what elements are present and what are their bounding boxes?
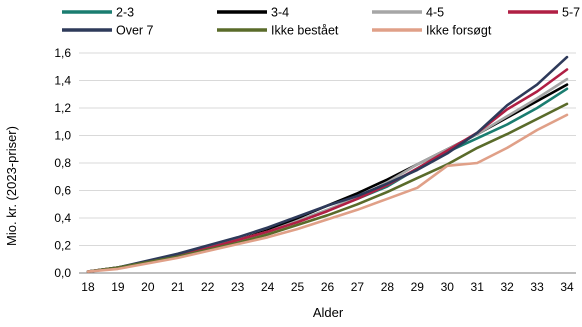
legend-label: Over 7 — [116, 24, 154, 38]
y-axis-ticks: 0,0 0,2 0,4 0,6 0,8 1,0 1,2 1,4 1,6 — [54, 46, 71, 280]
x-tick-label: 33 — [530, 280, 544, 294]
legend: 2-3 3-4 4-5 5-7 Over 7 Ikke bestået Ikke forsø… — [62, 6, 580, 38]
series-line-1 — [86, 83, 569, 273]
y-tick-label: 0,0 — [54, 266, 71, 280]
legend-label: Ikke forsøgt — [426, 24, 492, 38]
series-line-3 — [86, 68, 569, 273]
y-tick-label: 0,4 — [54, 211, 71, 225]
legend-label: 4-5 — [426, 6, 444, 20]
x-tick-label: 20 — [141, 280, 155, 294]
legend-label: 2-3 — [116, 6, 134, 20]
series-line-5 — [86, 102, 569, 273]
x-tick-label: 24 — [261, 280, 275, 294]
x-tick-label: 28 — [381, 280, 395, 294]
legend-label: Ikke bestået — [271, 24, 339, 38]
x-tick-label: 19 — [111, 280, 125, 294]
y-tick-label: 0,6 — [54, 184, 71, 198]
x-tick-label: 22 — [201, 280, 215, 294]
y-tick-label: 0,2 — [54, 239, 71, 253]
legend-label: 5-7 — [562, 6, 580, 20]
x-tick-label: 25 — [291, 280, 305, 294]
legend-label: 3-4 — [271, 6, 289, 20]
x-tick-label: 34 — [560, 280, 574, 294]
gridlines — [79, 52, 576, 274]
x-axis-label: Alder — [313, 305, 344, 320]
x-tick-label: 30 — [441, 280, 455, 294]
x-tick-label: 32 — [500, 280, 514, 294]
x-tick-label: 26 — [321, 280, 335, 294]
x-tick-label: 18 — [81, 280, 95, 294]
x-tick-label: 21 — [171, 280, 185, 294]
y-tick-label: 1,0 — [54, 129, 71, 143]
x-tick-label: 31 — [471, 280, 485, 294]
x-tick-label: 29 — [411, 280, 425, 294]
y-tick-label: 0,8 — [54, 156, 71, 170]
series-lines — [86, 55, 569, 273]
x-tick-label: 27 — [351, 280, 365, 294]
y-tick-label: 1,6 — [54, 46, 71, 60]
x-tick-label: 23 — [231, 280, 245, 294]
y-axis-label: Mio. kr. (2023-priser) — [4, 126, 19, 246]
y-tick-label: 1,4 — [54, 74, 71, 88]
y-tick-label: 1,2 — [54, 101, 71, 115]
series-line-4 — [86, 55, 569, 273]
series-line-6 — [86, 113, 569, 273]
x-axis-ticks: 18 19 20 21 22 23 24 25 26 27 28 29 30 31 32 33 34 — [81, 280, 574, 294]
